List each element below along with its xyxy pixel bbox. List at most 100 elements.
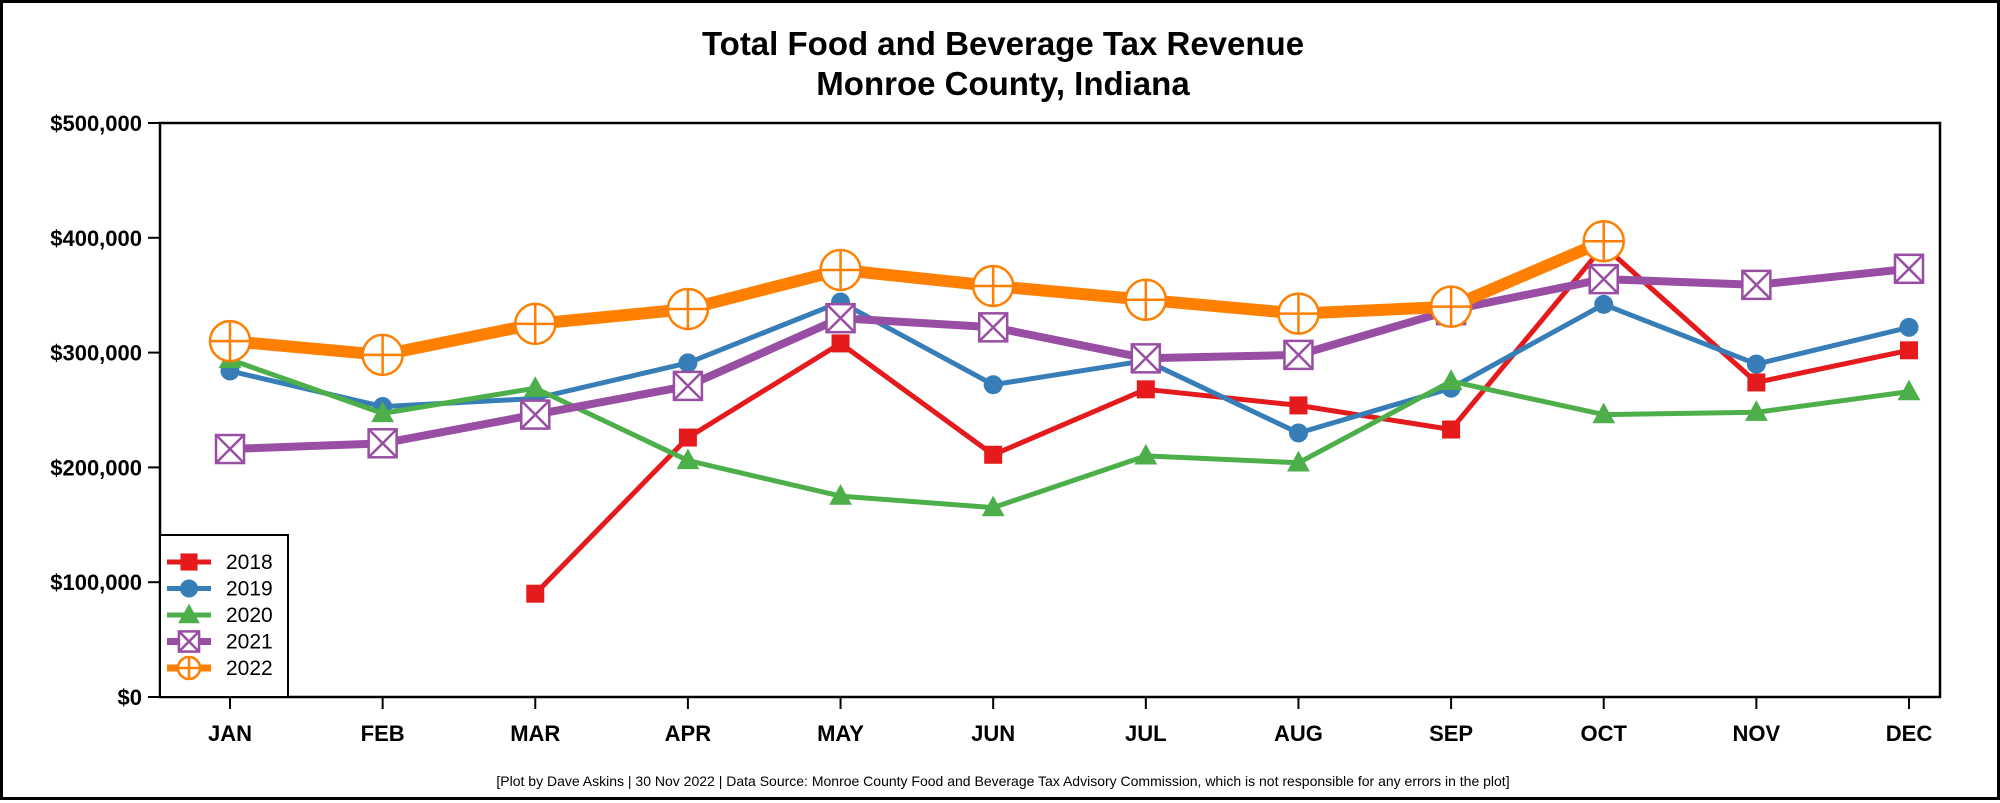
data-point-2021-feb	[367, 428, 398, 459]
y-tick-label: $100,000	[50, 570, 142, 595]
data-point-2019-nov	[1746, 354, 1766, 374]
legend-label: 2019	[226, 578, 273, 601]
data-point-2020-oct	[1592, 402, 1616, 424]
data-point-2022-may	[819, 248, 862, 292]
legend-item-2021: 2021	[167, 630, 273, 654]
legend-swatch-marker	[178, 603, 200, 624]
data-point-2019-oct	[1594, 294, 1614, 314]
y-tick-label: $400,000	[50, 226, 142, 251]
series-line-2022	[224, 235, 1610, 361]
series-group	[208, 219, 1925, 603]
chart-title: Total Food and Beverage Tax Revenue	[702, 25, 1304, 62]
marker-cross	[1588, 264, 1619, 295]
legend-item-2020: 2020	[167, 603, 273, 627]
x-tick-label: APR	[665, 721, 712, 746]
data-point-2018-aug	[1289, 396, 1308, 415]
x-tick-label: JAN	[208, 721, 252, 746]
y-tick-label: $300,000	[50, 341, 142, 366]
x-tick-label: JUL	[1125, 721, 1167, 746]
data-point-2022-jun	[971, 264, 1015, 308]
x-tick-label: FEB	[361, 721, 405, 746]
marker-cross	[1283, 340, 1314, 370]
data-point-2021-apr	[672, 370, 704, 402]
source-caption: [Plot by Dave Askins | 30 Nov 2022 | Dat…	[496, 773, 1509, 789]
x-tick-label: NOV	[1733, 721, 1781, 746]
legend-swatch-marker	[179, 579, 199, 598]
marker-cross	[520, 399, 551, 430]
marker-cross	[978, 312, 1009, 343]
marker-cross	[367, 428, 398, 459]
legend-item-2022: 2022	[167, 655, 273, 681]
data-point-2021-jun	[977, 312, 1009, 343]
data-point-2020-mar	[523, 376, 547, 397]
x-tick-label: SEP	[1429, 721, 1473, 746]
marker-cross	[1894, 253, 1924, 284]
data-point-2022-oct	[1582, 219, 1625, 263]
data-point-2021-oct	[1588, 263, 1619, 295]
chart-subtitle: Monroe County, Indiana	[816, 65, 1190, 102]
data-point-2022-feb	[361, 333, 404, 377]
data-point-2020-aug	[1287, 450, 1310, 472]
data-point-2018-jun	[984, 445, 1003, 464]
data-point-2020-nov	[1744, 400, 1768, 421]
series-line-2019	[227, 299, 1912, 436]
y-tick-label: $500,000	[50, 111, 142, 136]
data-point-2018-apr	[678, 428, 697, 447]
series-2022	[208, 219, 1625, 377]
marker-cross	[673, 371, 703, 401]
series-2020	[218, 347, 1921, 517]
data-point-2021-jan	[214, 433, 246, 465]
data-point-2021-dec	[1893, 253, 1925, 285]
data-point-2020-feb	[371, 401, 395, 423]
data-point-2022-mar	[514, 302, 557, 346]
series-2021	[214, 253, 1925, 465]
data-point-2018-may	[831, 334, 850, 353]
data-point-2020-dec	[1897, 379, 1921, 401]
x-tick-label: JUN	[971, 721, 1015, 746]
data-point-2022-sep	[1429, 285, 1473, 328]
data-point-2019-apr	[678, 353, 698, 373]
data-point-2021-mar	[520, 399, 551, 430]
data-point-2020-sep	[1439, 369, 1463, 390]
legend-label: 2021	[226, 631, 273, 654]
x-tick-label: OCT	[1581, 721, 1628, 746]
line-chart: Total Food and Beverage Tax Revenue Monr…	[50, 25, 1942, 789]
data-point-2018-dec	[1900, 341, 1918, 360]
data-point-2020-apr	[676, 448, 700, 470]
y-tick-label: $200,000	[50, 455, 142, 480]
legend-item-2019: 2019	[167, 578, 273, 601]
data-point-2022-jul	[1124, 278, 1168, 322]
marker-cross	[1741, 269, 1772, 300]
data-point-2022-apr	[666, 287, 710, 331]
data-point-2021-aug	[1283, 339, 1314, 371]
legend-label: 2022	[226, 657, 273, 680]
data-point-2018-jul	[1136, 380, 1155, 399]
plot-area-border	[158, 121, 1942, 699]
data-point-2020-may	[829, 484, 852, 505]
y-tick-label: $0	[118, 685, 142, 710]
legend-label: 2018	[226, 551, 273, 574]
data-point-2021-jul	[1130, 343, 1162, 374]
x-tick-label: AUG	[1274, 721, 1323, 746]
data-point-2020-jul	[1134, 443, 1158, 465]
x-tick-label: MAR	[510, 721, 560, 746]
data-point-2022-jan	[208, 319, 252, 363]
series-line-2021	[226, 264, 1913, 453]
legend-item-2018: 2018	[167, 551, 273, 574]
data-point-2019-dec	[1899, 317, 1919, 337]
data-point-2020-jun	[981, 495, 1005, 517]
data-point-2019-jun	[983, 375, 1003, 395]
marker-cross	[825, 303, 856, 334]
data-point-2021-may	[825, 302, 856, 334]
legend-swatch-marker	[177, 630, 201, 653]
data-point-2018-nov	[1747, 373, 1766, 392]
x-axis: JAN FEB MAR APR MAY JUN JUL AUG SEP OCT NOV DEC	[208, 697, 1932, 746]
data-point-2021-nov	[1741, 269, 1772, 301]
legend-swatch-marker	[176, 655, 202, 681]
x-tick-label: DEC	[1886, 721, 1933, 746]
data-point-2018-sep	[1442, 420, 1461, 439]
data-point-2018-mar	[526, 584, 545, 603]
data-point-2019-aug	[1288, 423, 1308, 443]
marker-cross	[178, 630, 200, 653]
